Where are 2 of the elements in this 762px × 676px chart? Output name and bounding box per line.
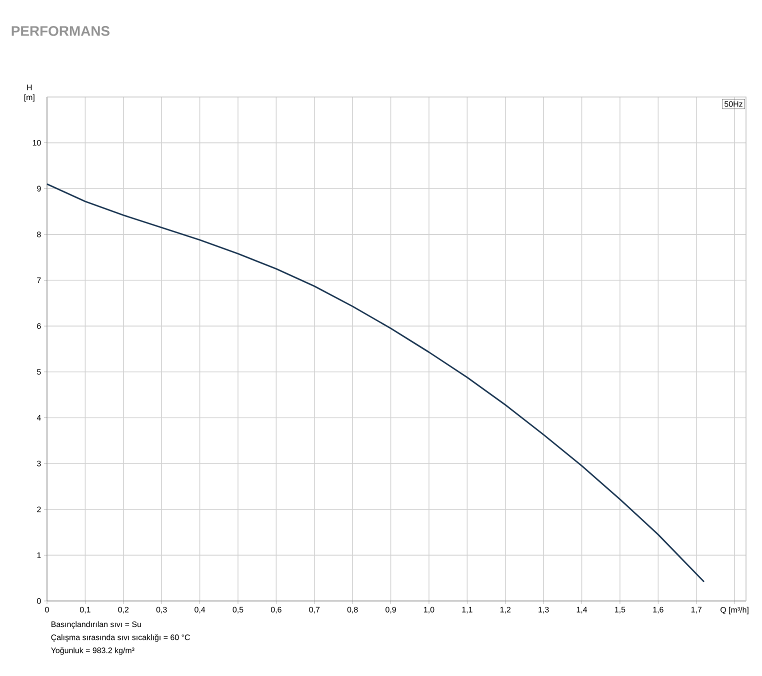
chart-title: PERFORMANS [12,26,110,36]
line-series [46,183,705,582]
